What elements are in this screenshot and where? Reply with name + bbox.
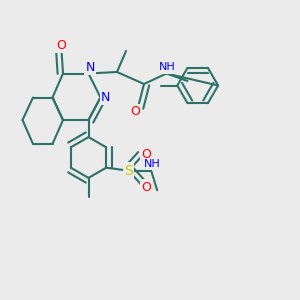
- Text: N: N: [85, 61, 95, 74]
- Text: S: S: [124, 164, 133, 178]
- Text: O: O: [142, 181, 152, 194]
- Text: NH: NH: [159, 62, 176, 73]
- Text: O: O: [57, 39, 66, 52]
- Text: O: O: [142, 148, 152, 161]
- Text: NH: NH: [144, 159, 161, 169]
- Text: O: O: [131, 105, 140, 119]
- Text: N: N: [101, 91, 111, 104]
